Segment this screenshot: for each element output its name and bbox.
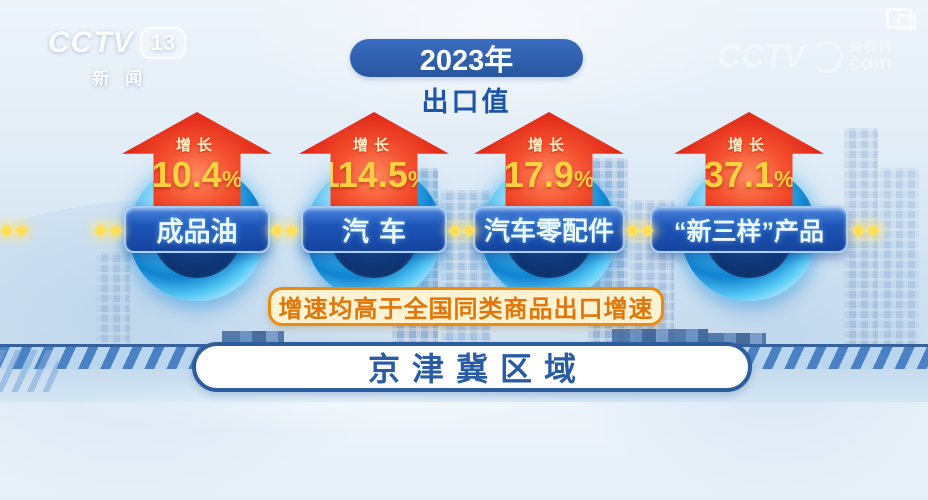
skyline-strip	[706, 333, 766, 344]
skyline-strip	[612, 329, 708, 344]
building-silhouette	[879, 168, 919, 346]
percent-sign: %	[773, 166, 795, 192]
cctv-logo-text: CCTV	[48, 26, 134, 59]
category-pill: “新三样”产品	[650, 206, 848, 253]
infographic-stage: CCTV 13 新闻 CCTV 央视网 com 2023年 出口值 增长 10.…	[0, 0, 928, 402]
growth-value: 37.1%	[674, 157, 824, 193]
cctv13-logo: CCTV 13 新闻	[48, 26, 187, 89]
growth-value: 17.9%	[474, 157, 624, 193]
growth-number: 10.4	[151, 154, 222, 195]
category-column-qichelingpeijian: 增长 17.9% 汽车零配件	[471, 0, 627, 402]
category-pill: 汽车	[301, 206, 447, 253]
category-column-xinsanyang: 增长 37.1% “新三样”产品	[649, 0, 849, 402]
percent-sign: %	[573, 166, 595, 192]
growth-value: 114.5%	[299, 157, 449, 193]
connector-glint-icon	[1, 222, 27, 240]
growth-number: 114.5	[319, 154, 408, 195]
watermark-text: CCTV	[717, 38, 805, 74]
connector-glint-icon	[449, 222, 475, 240]
cctv-logo-caption: 新闻	[92, 69, 159, 88]
percent-sign: %	[221, 166, 243, 192]
page-title: 出口值	[421, 87, 512, 117]
category-column-qiche: 增长 114.5% 汽车	[299, 0, 449, 402]
watermark-site-text: 央视网	[848, 38, 894, 54]
watermark-ring-icon	[810, 40, 843, 73]
corner-stripes-decoration	[0, 350, 58, 392]
growth-label: 增长	[727, 137, 770, 154]
annotation-banner: 增速均高于全国同类商品出口增速	[268, 287, 664, 326]
region-banner: 京津冀区域	[192, 342, 752, 392]
year-badge: 2023年	[350, 39, 583, 77]
category-column-chengpinyou: 增长 10.4% 成品油	[122, 0, 272, 402]
cctv-logo-number: 13	[139, 27, 187, 59]
pip-inner-rect	[897, 14, 916, 30]
growth-number: 17.9	[503, 154, 574, 195]
building-silhouette	[96, 252, 130, 346]
cctv-com-watermark: CCTV 央视网 com	[718, 38, 894, 75]
category-pill: 汽车零配件	[473, 206, 625, 253]
growth-label: 增长	[527, 137, 570, 154]
skyline-strip	[222, 331, 284, 344]
growth-value: 10.4%	[122, 157, 272, 193]
connector-glint-icon	[853, 222, 879, 240]
pip-icon	[886, 8, 916, 30]
connector-glint-icon	[95, 222, 121, 240]
connector-glint-icon	[271, 222, 297, 240]
connector-glint-icon	[627, 222, 653, 240]
growth-number: 37.1	[703, 154, 774, 195]
growth-label: 增长	[352, 137, 395, 154]
watermark-domain-text: com	[848, 51, 893, 75]
growth-label: 增长	[175, 137, 218, 154]
category-pill: 成品油	[124, 206, 270, 253]
